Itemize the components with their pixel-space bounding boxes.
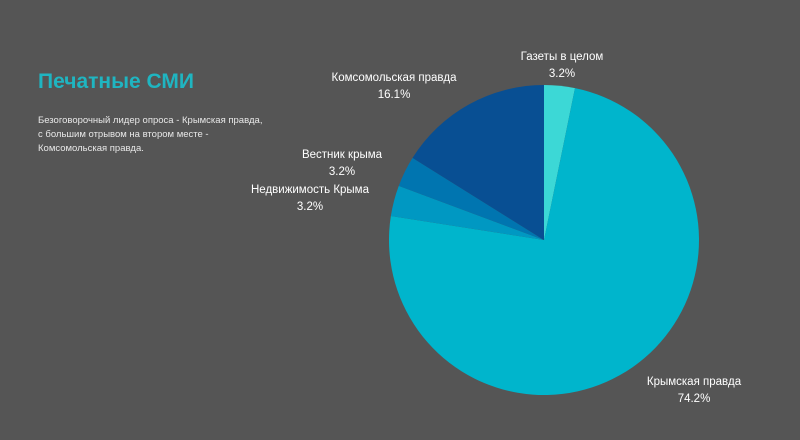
description-line-2: с большим отрывом на втором месте - — [38, 129, 209, 140]
slice-value-label: 3.2% — [329, 166, 355, 178]
slice-value-label: 16.1% — [378, 89, 411, 101]
pie-slice — [544, 85, 575, 240]
slice-value-label: 74.2% — [678, 393, 711, 405]
pie-slice — [388, 88, 699, 395]
slice-label: Газеты в целом — [521, 51, 604, 63]
pie-slice — [390, 185, 544, 240]
slice-value-label: 3.2% — [549, 68, 575, 80]
description-line-1: Безоговорочный лидер опроса - Крымская п… — [38, 115, 263, 126]
slice-label: Вестник крыма — [302, 149, 383, 161]
chart-description: Безоговорочный лидер опроса - Крымская п… — [38, 114, 268, 156]
slice-label: Недвижимость Крыма — [251, 184, 370, 196]
page-title: Печатные СМИ — [38, 70, 195, 93]
pie-slice — [412, 85, 544, 240]
slice-value-label: 3.2% — [297, 201, 323, 213]
description-line-3: Комсомольская правда. — [38, 143, 144, 154]
pie-slice — [398, 157, 544, 240]
slice-label: Крымская правда — [647, 376, 742, 388]
slice-label: Комсомольская правда — [332, 72, 458, 84]
